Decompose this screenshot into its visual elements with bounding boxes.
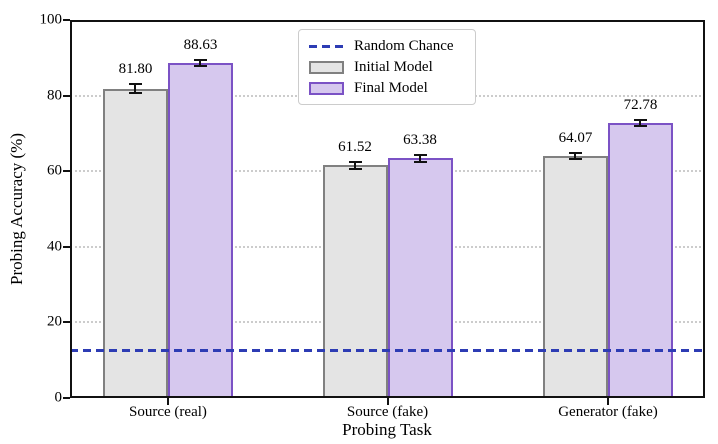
y-tick-80 bbox=[63, 94, 70, 97]
legend: Random Chance Initial Model Final Model bbox=[298, 29, 476, 105]
x-tick-label-0: Source (real) bbox=[129, 404, 207, 420]
error-cap-top-0-0 bbox=[128, 83, 142, 86]
y-axis-title: Probing Accuracy (%) bbox=[7, 132, 26, 286]
bar-final-model-0 bbox=[167, 62, 233, 398]
error-cap-top-1-1 bbox=[413, 153, 427, 156]
error-cap-bottom-1-1 bbox=[413, 161, 427, 164]
x-tick-1 bbox=[386, 398, 389, 405]
value-label-0-0: 81.80 bbox=[118, 61, 153, 78]
y-tick-label-100: 100 bbox=[39, 11, 63, 28]
random-chance-line bbox=[70, 349, 705, 353]
final-model-swatch bbox=[309, 82, 344, 95]
error-bar-1-2 bbox=[639, 119, 642, 126]
legend-label-random-chance: Random Chance bbox=[354, 38, 454, 54]
bar-final-model-1 bbox=[387, 158, 453, 398]
x-axis-title: Probing Task bbox=[342, 420, 432, 439]
error-cap-bottom-0-0 bbox=[128, 92, 142, 95]
plot-area: 81.80 61.52 64.07 88.63 63.38 72.78 bbox=[63, 19, 705, 405]
legend-label-initial-model: Initial Model bbox=[354, 59, 433, 75]
x-tick-label-1: Source (fake) bbox=[346, 404, 429, 420]
bar-initial-model-2 bbox=[542, 155, 608, 398]
plot-content: 81.80 61.52 64.07 88.63 63.38 72.78 bbox=[63, 19, 705, 405]
legend-entry-initial-model: Initial Model bbox=[309, 57, 465, 78]
error-bar-0-2 bbox=[574, 152, 577, 159]
error-cap-bottom-0-2 bbox=[568, 157, 582, 160]
y-tick-label-0: 0 bbox=[54, 389, 63, 406]
y-tick-60 bbox=[63, 170, 70, 173]
value-label-0-1: 61.52 bbox=[338, 138, 372, 155]
y-tick-label-20: 20 bbox=[47, 313, 62, 330]
error-cap-top-0-1 bbox=[348, 160, 362, 163]
error-cap-bottom-1-0 bbox=[193, 65, 207, 68]
value-label-1-0: 88.63 bbox=[183, 36, 218, 53]
dashed-line-swatch bbox=[309, 45, 344, 48]
value-label-0-2: 64.07 bbox=[558, 129, 593, 146]
legend-entry-random-chance: Random Chance bbox=[309, 36, 465, 57]
error-cap-top-0-2 bbox=[568, 151, 582, 154]
error-cap-top-1-2 bbox=[633, 118, 647, 121]
bar-initial-model-0 bbox=[102, 88, 168, 398]
x-tick-label-2: Generator (fake) bbox=[558, 404, 658, 420]
y-tick-0 bbox=[63, 397, 70, 399]
error-bar-1-1 bbox=[419, 154, 421, 163]
y-tick-label-40: 40 bbox=[47, 238, 62, 255]
bar-final-model-2 bbox=[607, 122, 673, 398]
error-bar-0-0 bbox=[134, 84, 137, 94]
x-tick-2 bbox=[606, 398, 609, 405]
y-tick-label-60: 60 bbox=[47, 162, 62, 179]
y-tick-100 bbox=[63, 19, 70, 21]
y-tick-40 bbox=[63, 245, 70, 248]
legend-label-final-model: Final Model bbox=[354, 80, 428, 96]
error-cap-bottom-0-1 bbox=[348, 168, 362, 171]
x-tick-0 bbox=[166, 398, 169, 405]
error-cap-bottom-1-2 bbox=[633, 124, 647, 127]
initial-model-swatch bbox=[309, 61, 344, 74]
bar-initial-model-1 bbox=[322, 165, 388, 398]
error-cap-top-1-0 bbox=[193, 58, 207, 61]
error-bar-0-1 bbox=[354, 161, 356, 170]
legend-entry-final-model: Final Model bbox=[309, 78, 465, 99]
error-bar-1-0 bbox=[199, 59, 202, 67]
value-label-1-2: 72.78 bbox=[623, 96, 658, 113]
y-tick-20 bbox=[63, 321, 70, 324]
y-tick-label-80: 80 bbox=[47, 87, 62, 104]
value-label-1-1: 63.38 bbox=[403, 131, 437, 148]
